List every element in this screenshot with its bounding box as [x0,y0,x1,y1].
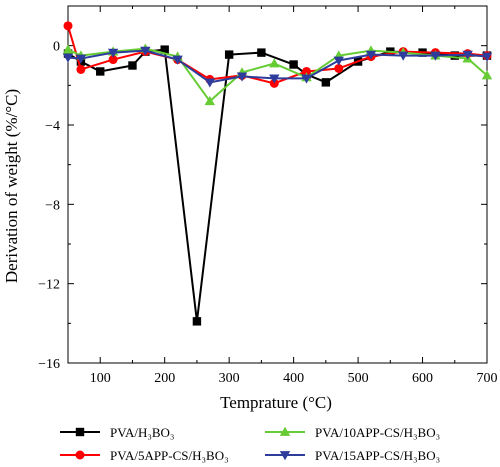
y-tick-label: 0 [53,40,60,55]
data-point-4 [107,48,119,58]
legend-label-3: PVA/10APP-CS/H₃BO₃ [315,425,440,440]
data-point-4 [398,51,409,61]
data-point-1 [224,50,234,59]
data-point-3 [204,96,216,106]
data-point-4 [301,74,312,84]
x-tick-label: 100 [90,371,111,386]
x-tick-label: 200 [154,371,175,386]
legend-label-4: PVA/15APP-CS/H₃BO₃ [315,448,440,463]
data-point-1 [63,49,73,58]
data-point-2 [334,63,344,73]
x-axis-label: Temprature (°C) [220,393,332,412]
y-tick-label: −12 [38,278,60,293]
data-point-4 [269,74,280,84]
data-point-4 [430,51,441,61]
data-point-4 [481,52,493,62]
legend-marker-3 [279,426,291,436]
data-point-2 [76,64,86,74]
data-point-3 [62,44,74,54]
data-point-3 [269,58,280,68]
data-point-2 [108,55,118,65]
legend-label-2: PVA/5APP-CS/H₃BO₃ [110,448,229,463]
data-point-4 [140,46,151,56]
y-tick-label: −16 [38,357,60,372]
data-point-1 [96,67,105,76]
data-point-2 [302,66,312,76]
data-point-4 [333,56,344,66]
y-axis-label: Derivation of weight (%/°C) [2,89,21,283]
data-point-1 [257,48,266,57]
data-point-1 [289,60,298,69]
data-point-2 [63,21,73,31]
data-point-4 [462,50,473,60]
x-tick-label: 700 [477,371,498,386]
legend-label-1: PVA/H₃BO₃ [110,425,174,440]
data-point-4 [75,54,87,64]
plot-area: 100 200 300 400 500 600 700 0 −4 −8 −12 −16 [38,5,498,386]
y-tick-label: −8 [45,198,60,213]
plot-frame [67,5,488,364]
data-point-1 [192,317,202,326]
data-point-4 [204,78,216,88]
x-tick-label: 500 [348,371,369,386]
y-tick-label: −4 [45,119,60,134]
data-point-4 [62,53,74,63]
legend-marker-2 [75,450,85,460]
data-point-4 [365,50,377,60]
data-point-1 [321,78,331,87]
legend-marker-1 [75,427,85,437]
x-tick-label: 300 [219,371,240,386]
data-point-3 [481,70,493,80]
legend: PVA/H₃BO₃ PVA/5APP-CS/H₃BO₃ PVA/10APP-CS/H… [60,425,440,463]
series-line-1 [67,48,487,323]
x-tick-label: 400 [283,371,304,386]
legend-marker-4 [279,451,291,461]
x-tick-label: 600 [412,371,433,386]
data-point-1 [128,61,137,70]
data-point-4 [172,55,183,65]
data-point-1 [160,45,169,54]
data-point-4 [236,72,248,82]
